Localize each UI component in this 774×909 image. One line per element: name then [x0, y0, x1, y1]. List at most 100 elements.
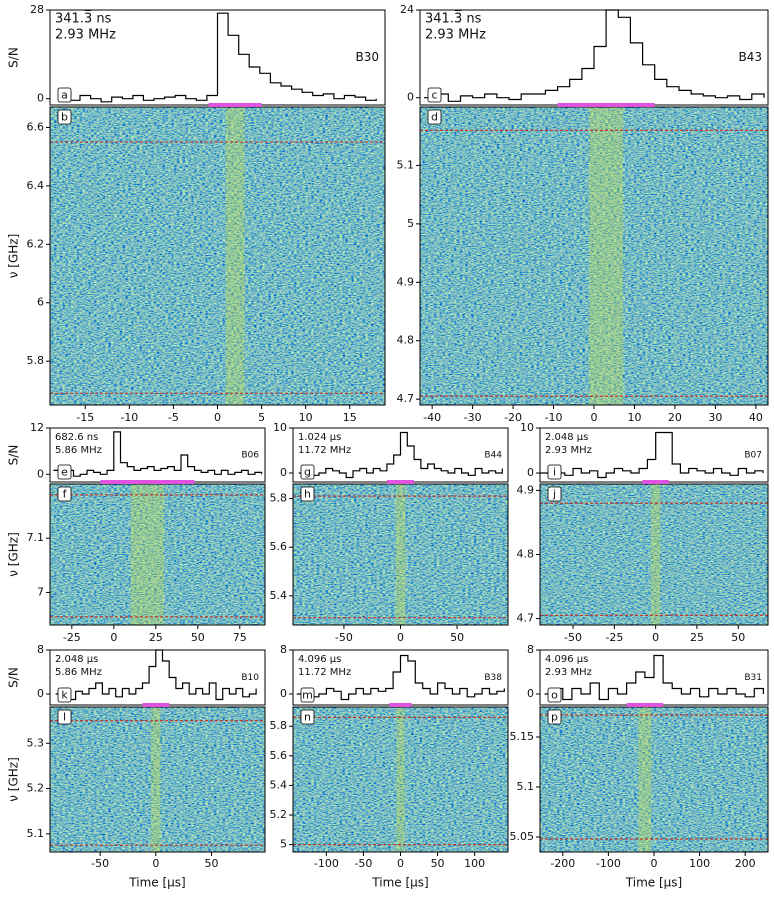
panel-letter-box [547, 709, 562, 725]
panel-letter: m [302, 689, 313, 702]
x-tick-label: 200 [735, 857, 756, 870]
panel-letter: g [304, 466, 311, 479]
resolution-label: 2.93 MHz [425, 28, 486, 43]
freq-tick-label: 5.2 [270, 808, 288, 821]
burst-window [626, 703, 664, 707]
panel-letter: p [551, 711, 558, 724]
x-tick-label: -100 [596, 857, 621, 870]
y-tick-label: 24 [400, 3, 414, 16]
resolution-label: 2.93 MHz [545, 445, 592, 456]
burst-window [208, 103, 262, 107]
waterfall-image [50, 707, 265, 852]
burst-emission [225, 107, 245, 405]
panel-letter-box [427, 87, 442, 103]
y-axis-label: S/N [7, 47, 21, 68]
burst-name: B44 [484, 451, 502, 461]
burst-emission [638, 707, 652, 852]
x-tick-label: 50 [431, 857, 445, 870]
resolution-label: 4.096 μs [298, 654, 341, 665]
x-tick-label: 30 [708, 411, 722, 424]
x-tick-label: 0 [152, 857, 159, 870]
burst-name: B06 [241, 451, 259, 461]
panel-letter: k [61, 689, 68, 702]
panel-letter-box [57, 464, 72, 480]
burst-name: B10 [241, 673, 259, 683]
panel-letter-box [300, 486, 315, 502]
x-tick-label: 20 [668, 411, 682, 424]
freq-tick-label: 5.4 [270, 589, 288, 602]
resolution-label: 341.3̅ ns [55, 10, 112, 26]
waterfall-image [293, 707, 508, 852]
x-tick-label: -10 [545, 411, 563, 424]
resolution-label: 5.86 MHz [55, 667, 102, 678]
panel-letter-box [300, 687, 315, 703]
waterfall [293, 484, 508, 625]
x-tick-label: -25 [605, 631, 623, 644]
panel-letter: l [63, 711, 66, 724]
waterfall [293, 707, 508, 852]
freq-tick-label: 6 [37, 296, 44, 309]
burst-window [100, 480, 195, 484]
freq-tick-label: 5.8 [270, 719, 288, 732]
y-axis-label: S/N [7, 445, 21, 466]
panel-letter-box [57, 709, 72, 725]
x-tick-label: 75 [233, 631, 247, 644]
resolution-label: 682.6 ns [55, 432, 98, 443]
y-tick-label: 10 [520, 421, 534, 434]
panel-letter-box [300, 464, 315, 480]
resolution-label: 2.048 μs [545, 432, 588, 443]
freq-tick-label: 5.15 [510, 730, 535, 743]
burst-emission [395, 484, 406, 625]
panel-letter-box [427, 109, 442, 125]
x-tick-label: -50 [91, 857, 109, 870]
x-tick-label: 50 [191, 631, 205, 644]
y-tick-label: 28 [30, 3, 44, 16]
x-axis-label: Time [μs] [625, 876, 682, 890]
panel-letter: n [304, 711, 311, 724]
profile-frame [49, 649, 266, 706]
burst-window [642, 480, 669, 484]
waterfall [540, 707, 768, 852]
panel-letter-box [57, 87, 72, 103]
profile-line [540, 431, 764, 479]
freq-tick-label: 5 [407, 217, 414, 230]
x-tick-label: 0 [110, 631, 117, 644]
x-tick-label: 0 [397, 631, 404, 644]
resolution-label: 341.3̅ ns [425, 10, 482, 26]
y-tick-label: 0 [37, 92, 44, 105]
waterfall [420, 107, 768, 405]
x-tick-label: 0 [214, 411, 221, 424]
profile-line [58, 12, 377, 103]
x-tick-label: -10 [120, 411, 138, 424]
burst-name: B31 [744, 673, 762, 683]
freq-tick-label: 7 [37, 585, 44, 598]
x-tick-label: 0 [397, 857, 404, 870]
burst-name: B38 [484, 673, 502, 683]
y-axis-label: S/N [7, 667, 21, 688]
freq-tick-label: 5.6 [270, 540, 288, 553]
resolution-label: 1.024 μs [298, 432, 341, 443]
resolution-label: 11.72 MHz [298, 445, 351, 456]
y-tick-label: 0 [527, 687, 534, 700]
waterfall-image [50, 484, 265, 625]
freq-tick-label: 5.6 [270, 749, 288, 762]
freq-tick-label: 5.4 [270, 778, 288, 791]
y-tick-label: 0 [527, 466, 534, 479]
x-tick-label: 50 [450, 631, 464, 644]
burst-emission [130, 484, 164, 625]
x-tick-label: 100 [689, 857, 710, 870]
resolution-label: 4.096 μs [545, 654, 588, 665]
panel-letter: b [61, 111, 68, 124]
waterfall-image [50, 107, 385, 405]
panel-letter-box [547, 687, 562, 703]
x-tick-label: 10 [627, 411, 641, 424]
panel-letter: i [553, 466, 556, 479]
x-tick-label: 15 [343, 411, 357, 424]
freq-tick-label: 6.2 [27, 237, 45, 250]
freq-tick-label: 5.8 [27, 354, 45, 367]
freq-tick-label: 5.8 [270, 492, 288, 505]
waterfall [50, 107, 385, 405]
panel-letter-box [57, 687, 72, 703]
y-tick-label: 0 [37, 467, 44, 480]
x-tick-label: -200 [550, 857, 575, 870]
